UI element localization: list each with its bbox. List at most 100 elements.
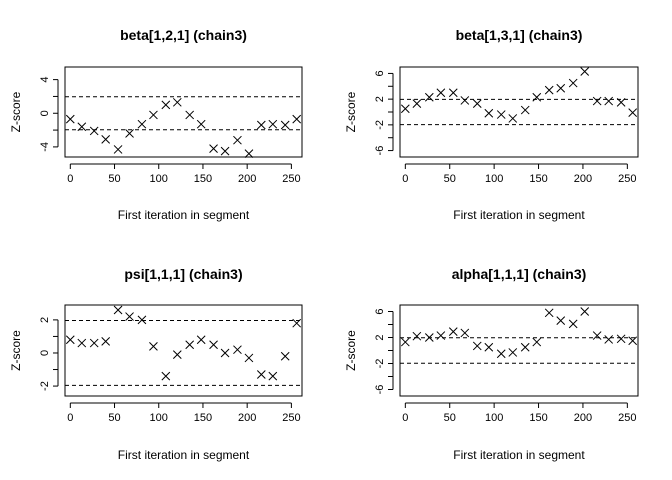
x-axis-label: First iteration in segment <box>118 448 250 462</box>
data-point <box>101 134 111 144</box>
data-point <box>532 92 542 102</box>
data-point <box>484 108 494 118</box>
plot-box <box>399 304 639 397</box>
data-point <box>448 327 458 337</box>
data-point <box>580 67 590 76</box>
data-point <box>149 342 158 351</box>
data-point <box>220 348 230 358</box>
chart-panel-2: beta[1,3,1] (chain3) 0 50 100 150 200 250 -6 -2 2… <box>344 27 639 222</box>
plot-box <box>64 304 303 397</box>
data-point <box>628 336 638 346</box>
data-point <box>400 337 410 347</box>
y-tick-label: -2 <box>39 381 51 391</box>
data-point <box>125 312 134 321</box>
data-point <box>508 348 518 357</box>
y-tick-label: -2 <box>374 120 386 130</box>
y-tick-label: 2 <box>374 96 386 102</box>
plot-box <box>64 66 303 158</box>
data-point <box>268 371 278 381</box>
data-point <box>400 104 410 114</box>
x-tick-label: 150 <box>529 412 547 424</box>
data-point <box>592 331 602 340</box>
x-tick-label: 50 <box>108 412 120 424</box>
data-point <box>113 305 123 315</box>
data-point <box>604 335 614 344</box>
data-point <box>508 114 518 123</box>
y-tick-label: -2 <box>374 359 386 369</box>
data-point <box>185 340 195 350</box>
x-tick-label: 150 <box>529 173 547 185</box>
y-tick-label: 2 <box>39 317 51 323</box>
data-point <box>484 342 494 352</box>
data-point <box>292 318 302 328</box>
x-tick-label: 200 <box>574 173 592 185</box>
x-axis-label: First iteration in segment <box>118 208 250 222</box>
y-tick-label: -4 <box>39 142 51 152</box>
chart-panel-4: alpha[1,1,1] (chain3) 0 50 100 150 200 250 -6 -2… <box>344 266 639 462</box>
data-point <box>616 334 626 344</box>
data-point <box>89 338 99 348</box>
x-tick-label: 0 <box>67 173 73 185</box>
data-point <box>412 331 422 341</box>
data-point <box>161 100 171 110</box>
y-tick-label: 4 <box>39 77 51 83</box>
x-tick-label: 100 <box>150 173 168 185</box>
chart-title: beta[1,3,1] (chain3) <box>456 27 583 43</box>
chart-title: alpha[1,1,1] (chain3) <box>452 266 587 282</box>
data-point <box>628 108 638 117</box>
data-point <box>616 98 626 107</box>
data-point <box>125 129 134 138</box>
y-axis-label: Z-score <box>344 330 358 371</box>
data-point <box>280 120 290 130</box>
data-point <box>436 88 446 98</box>
data-point <box>196 119 206 129</box>
data-point <box>280 351 290 361</box>
data-point <box>604 96 614 106</box>
data-point <box>65 335 75 345</box>
y-tick-label: -6 <box>374 146 386 156</box>
x-tick-label: 0 <box>402 412 408 424</box>
data-point <box>233 345 242 355</box>
y-axis-label: Z-score <box>9 91 23 132</box>
data-point <box>149 110 158 120</box>
data-point <box>172 350 182 359</box>
y-axis-label: Z-score <box>344 91 358 132</box>
y-tick-label: -6 <box>374 385 386 395</box>
data-point <box>137 315 147 325</box>
y-tick-label: 0 <box>39 110 51 116</box>
data-point <box>113 145 123 154</box>
plot-box <box>399 66 639 158</box>
data-point <box>77 338 87 348</box>
x-tick-label: 50 <box>444 173 456 185</box>
chart-title: beta[1,2,1] (chain3) <box>120 27 247 43</box>
data-point <box>544 85 554 95</box>
data-point <box>424 92 434 102</box>
x-tick-label: 100 <box>485 412 503 424</box>
data-point <box>220 146 230 156</box>
x-axis-label: First iteration in segment <box>453 448 585 462</box>
x-tick-label: 150 <box>194 412 212 424</box>
x-axis-label: First iteration in segment <box>453 208 585 222</box>
x-tick-label: 100 <box>485 173 503 185</box>
data-point <box>161 371 171 381</box>
data-point <box>89 126 99 136</box>
data-point <box>496 110 506 119</box>
data-point <box>268 119 278 129</box>
data-point <box>556 316 566 325</box>
data-point <box>185 110 195 120</box>
x-tick-label: 0 <box>67 412 73 424</box>
data-point <box>448 88 458 98</box>
data-point <box>412 99 422 108</box>
data-point <box>101 337 111 346</box>
chart-panel-1: beta[1,2,1] (chain3) 0 50 100 150 200 250 -4 0 4 F… <box>9 27 303 222</box>
data-point <box>172 97 182 107</box>
data-point <box>460 96 470 105</box>
data-point <box>556 83 566 93</box>
x-tick-label: 250 <box>282 412 300 424</box>
y-tick-label: 6 <box>374 308 386 314</box>
x-tick-label: 200 <box>238 412 256 424</box>
data-point <box>424 333 434 342</box>
x-tick-label: 50 <box>108 173 120 185</box>
y-tick-label: 2 <box>374 334 386 340</box>
